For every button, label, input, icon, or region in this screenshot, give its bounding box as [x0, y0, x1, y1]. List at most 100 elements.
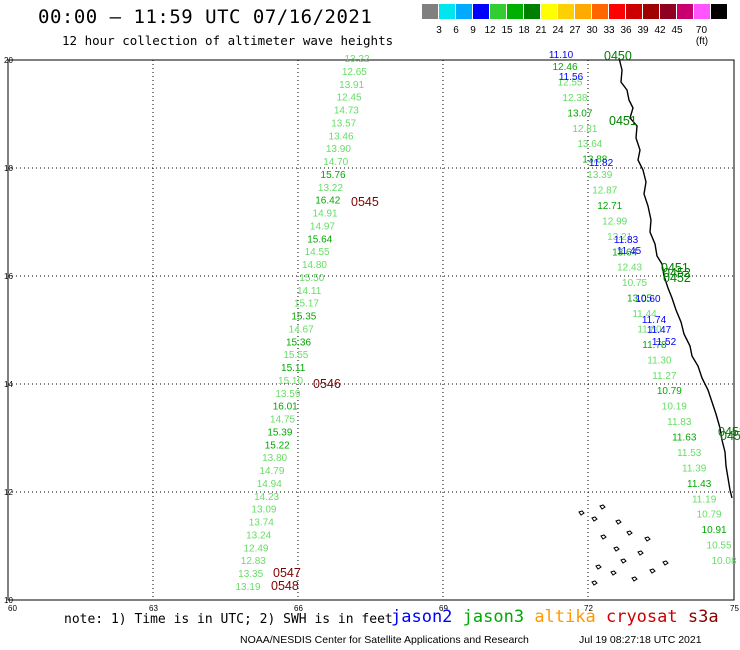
wave-height-value: 13.22 [318, 183, 343, 194]
island-outline [662, 560, 669, 566]
wave-height-value: 14.67 [289, 324, 314, 335]
wave-height-value: 11.30 [647, 355, 672, 366]
wave-height-value: 16.01 [273, 402, 298, 413]
island-outline [626, 530, 633, 536]
legend-swatch [677, 4, 693, 19]
wave-height-value: 11.83 [667, 417, 692, 428]
wave-height-value: 10.91 [702, 525, 727, 536]
wave-height-value: 15.50 [299, 273, 324, 284]
legend-label: 9 [470, 25, 476, 36]
pass-time-label: 0452 [663, 266, 691, 280]
wave-height-value: 10.75 [622, 278, 647, 289]
wave-height-value: 13.80 [262, 453, 287, 464]
wave-height-value: 14.23 [254, 492, 279, 503]
wave-height-value: 10.79 [657, 386, 682, 397]
wave-height-value: 15.76 [321, 170, 346, 181]
legend-label: 24 [552, 25, 564, 36]
wave-height-value: 11.80 [637, 324, 662, 335]
wave-height-value: 14.75 [270, 415, 295, 426]
legend-label: 42 [654, 25, 666, 36]
island-outline [610, 570, 617, 576]
legend-label: 30 [586, 25, 598, 36]
legend-swatch [643, 4, 659, 19]
wave-height-value: 11.44 [632, 309, 657, 320]
pass-time-label: 0453 [720, 429, 740, 443]
coastline [618, 57, 733, 499]
wave-height-value: 15.39 [267, 427, 292, 438]
wave-height-value: 14.11 [297, 286, 322, 297]
legend-swatch [473, 4, 489, 19]
satellite-altika: altika [534, 607, 606, 627]
legend-swatch [711, 4, 727, 19]
legend-swatch [439, 4, 455, 19]
wave-height-value: 11.56 [559, 72, 584, 83]
wave-height-value: 14.73 [334, 106, 359, 117]
wave-height-value: 13.59 [275, 389, 300, 400]
legend-swatch [524, 4, 540, 19]
wave-height-value: 13.39 [587, 170, 612, 181]
legend-swatch [694, 4, 710, 19]
legend-label: 3 [436, 25, 442, 36]
wave-height-value: 10.08 [711, 556, 736, 567]
wave-height-value: 14.80 [302, 260, 327, 271]
wave-height-value: 12.99 [602, 216, 627, 227]
satellite-legend: jason2 jason3 altika cryosat s3a [391, 607, 719, 627]
legend-label: 45 [671, 25, 683, 36]
wave-height-value: 11.53 [677, 448, 702, 459]
x-axis-tick-label: 75 [730, 604, 739, 613]
legend-label: 6 [453, 25, 459, 36]
wave-height-value: 11.63 [672, 433, 697, 444]
wave-height-value: 11.45 [617, 246, 642, 257]
wave-height-value: 15.64 [307, 234, 332, 245]
legend-label: 33 [603, 25, 615, 36]
footer-note: note: 1) Time is in UTC; 2) SWH is in fe… [64, 612, 393, 627]
wave-height-value: 10.60 [635, 294, 660, 305]
satellite-cryosat: cryosat [605, 607, 688, 627]
wave-height-value: 12.87 [592, 186, 617, 197]
pass-time-label: 0546 [313, 377, 341, 391]
wave-height-value: 15.10 [278, 376, 303, 387]
legend-swatch [626, 4, 642, 19]
y-axis-tick-label: 10 [4, 596, 13, 605]
legend-swatch [575, 4, 591, 19]
wave-height-value: 12.46 [552, 62, 577, 73]
legend-swatch [660, 4, 676, 19]
island-outline [613, 546, 620, 552]
island-outline [591, 580, 598, 586]
pass-time-label: 0451 [661, 261, 689, 275]
pass-time-label: 0451 [609, 114, 637, 128]
island-outline [615, 519, 622, 525]
island-outline [591, 516, 598, 522]
wave-height-value: 14.94 [257, 479, 282, 490]
x-axis-tick-label: 60 [8, 604, 17, 613]
wave-height-value: 15.22 [265, 440, 290, 451]
legend-label: 36 [620, 25, 632, 36]
legend-swatch [609, 4, 625, 19]
x-axis-tick-label: 69 [439, 604, 448, 613]
wave-height-value: 13.07 [567, 108, 592, 119]
wave-height-value: 15.35 [291, 312, 316, 323]
y-axis-tick-label: 14 [4, 380, 13, 389]
plot-frame [7, 59, 735, 601]
wave-height-value: 11.19 [692, 494, 717, 505]
wave-height-value: 13.64 [612, 247, 637, 258]
legend-label: 70 (ft) [695, 25, 709, 47]
island-outline [599, 504, 606, 510]
wave-height-value: 13.88 [582, 155, 607, 166]
wave-height-value: 13.57 [331, 118, 356, 129]
x-axis-tick-label: 72 [584, 604, 593, 613]
island-outline [595, 564, 602, 570]
pass-time-label: 0453 [718, 425, 740, 439]
wave-height-value: 16.42 [315, 196, 340, 207]
island-outline [649, 568, 656, 574]
pass-time-label: 0450 [604, 49, 632, 63]
pass-time-label: 0547 [273, 566, 301, 580]
wave-height-value: 12.83 [241, 556, 266, 567]
wave-height-value: 12.55 [557, 77, 582, 88]
wave-height-value: 11.43 [687, 479, 712, 490]
wave-height-value: 10.55 [707, 541, 732, 552]
island-outline [620, 558, 627, 564]
wave-height-value: 12.65 [342, 67, 367, 78]
wave-height-value: 14.70 [323, 157, 348, 168]
